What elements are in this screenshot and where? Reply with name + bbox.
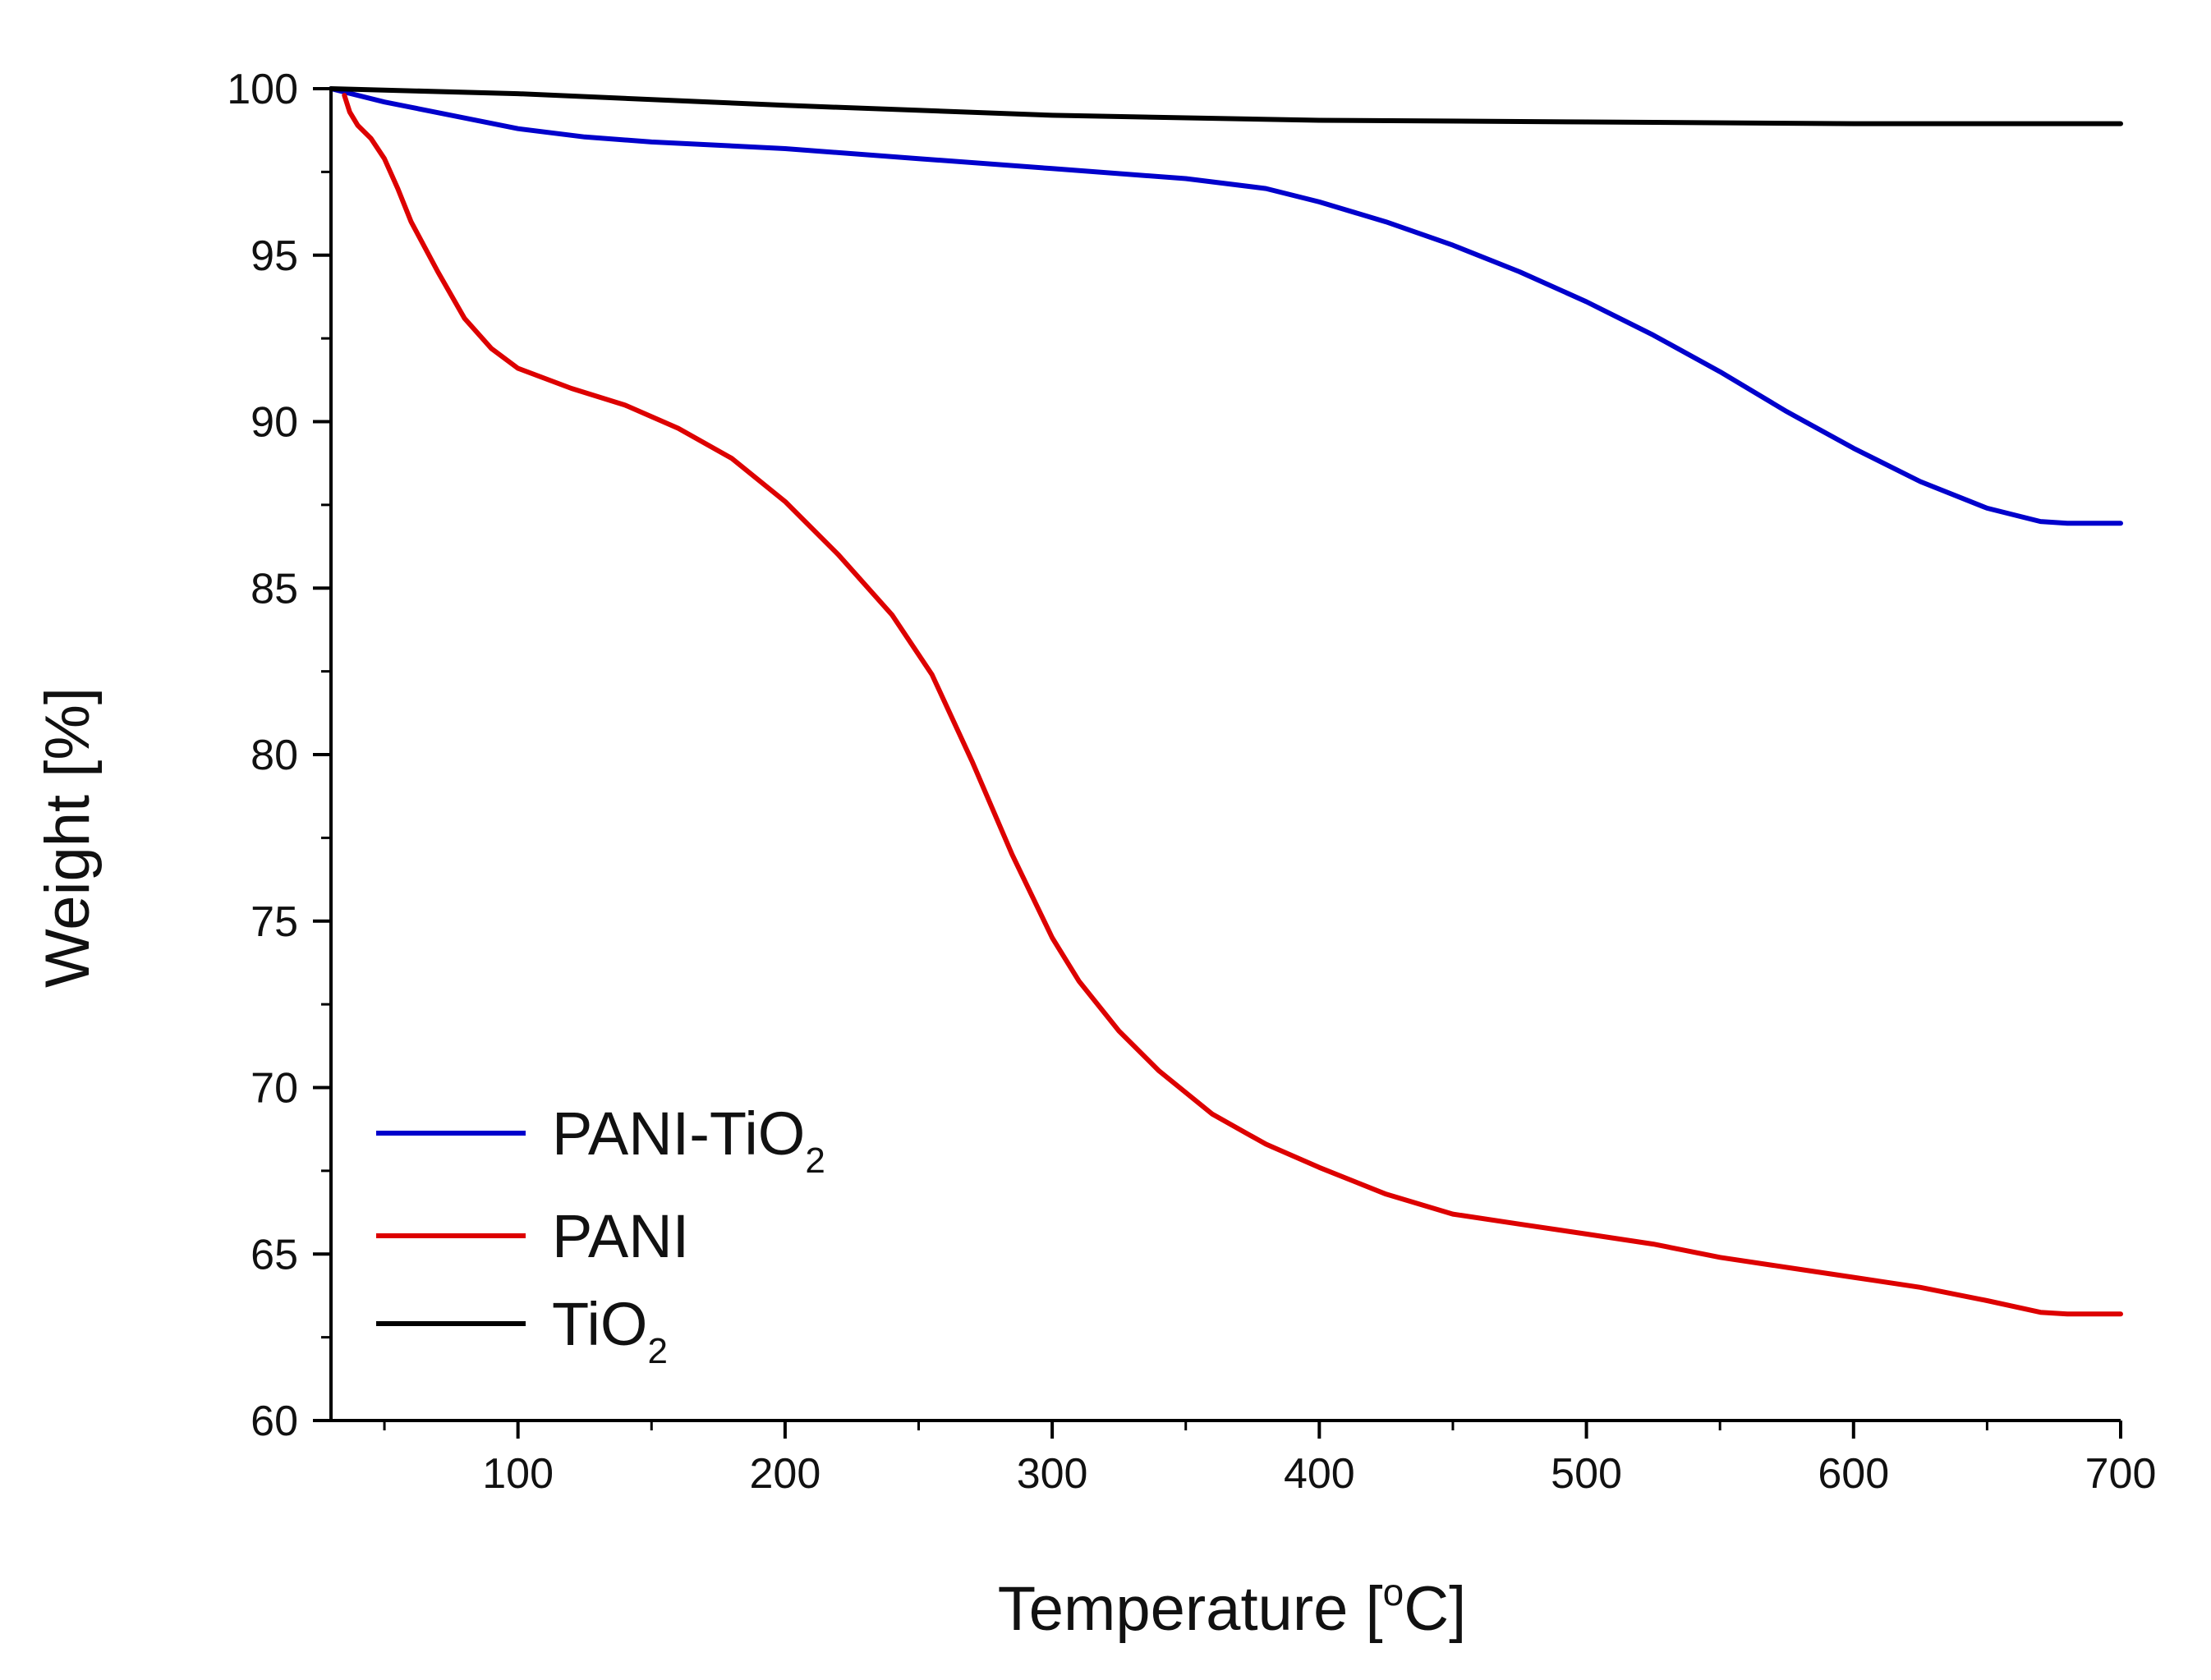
legend-item-pani: PANI: [376, 1202, 689, 1270]
x-tick-label: 600: [1818, 1450, 1889, 1498]
x-axis-title-superscript: o: [1383, 1571, 1404, 1613]
x-axis-title-tail: C]: [1404, 1574, 1466, 1644]
x-tick-label: 100: [482, 1450, 554, 1498]
x-tick-label: 500: [1551, 1450, 1622, 1498]
legend-item-tio2: TiO2: [376, 1290, 668, 1371]
x-axis-title: Temperature [oC]: [998, 1571, 1466, 1644]
legend-label-pani: PANI: [552, 1202, 689, 1270]
series-line-pani: [342, 93, 2123, 1317]
y-tick-label: 65: [251, 1231, 298, 1278]
series-layer: [329, 86, 2123, 1317]
legend-label-main: PANI: [552, 1202, 689, 1270]
x-tick-label: 700: [2085, 1450, 2157, 1498]
series-line-pani-tio2: [329, 86, 2123, 526]
legend-label-tio2: TiO2: [552, 1290, 668, 1371]
legend-label-main: TiO: [552, 1290, 647, 1358]
y-tick-label: 70: [251, 1065, 298, 1113]
legend: PANI-TiO2 PANI TiO2: [376, 1099, 825, 1371]
y-axis-title: Weight [%]: [33, 687, 103, 988]
legend-label-subscript: 2: [647, 1331, 667, 1371]
y-tick-label: 80: [251, 732, 298, 779]
x-axis-title-main: Temperature [: [998, 1574, 1383, 1644]
y-tick-label: 95: [251, 232, 298, 280]
ticks-layer: 100 200 300 400 500 600 700 60 65 70 75 80 85 90 95 100: [227, 66, 2156, 1498]
legend-label-subscript: 2: [805, 1141, 825, 1181]
y-tick-label: 85: [251, 565, 298, 613]
legend-label-pani-tio2: PANI-TiO2: [552, 1099, 825, 1181]
series-line-tio2: [329, 86, 2123, 126]
x-tick-label: 400: [1284, 1450, 1355, 1498]
legend-item-pani-tio2: PANI-TiO2: [376, 1099, 825, 1181]
legend-label-main: PANI-TiO: [552, 1099, 805, 1168]
y-tick-label: 60: [251, 1398, 298, 1445]
y-tick-label: 90: [251, 399, 298, 447]
y-tick-label: 75: [251, 898, 298, 946]
x-tick-label: 200: [749, 1450, 821, 1498]
y-tick-label: 100: [227, 66, 298, 113]
x-tick-label: 300: [1017, 1450, 1088, 1498]
